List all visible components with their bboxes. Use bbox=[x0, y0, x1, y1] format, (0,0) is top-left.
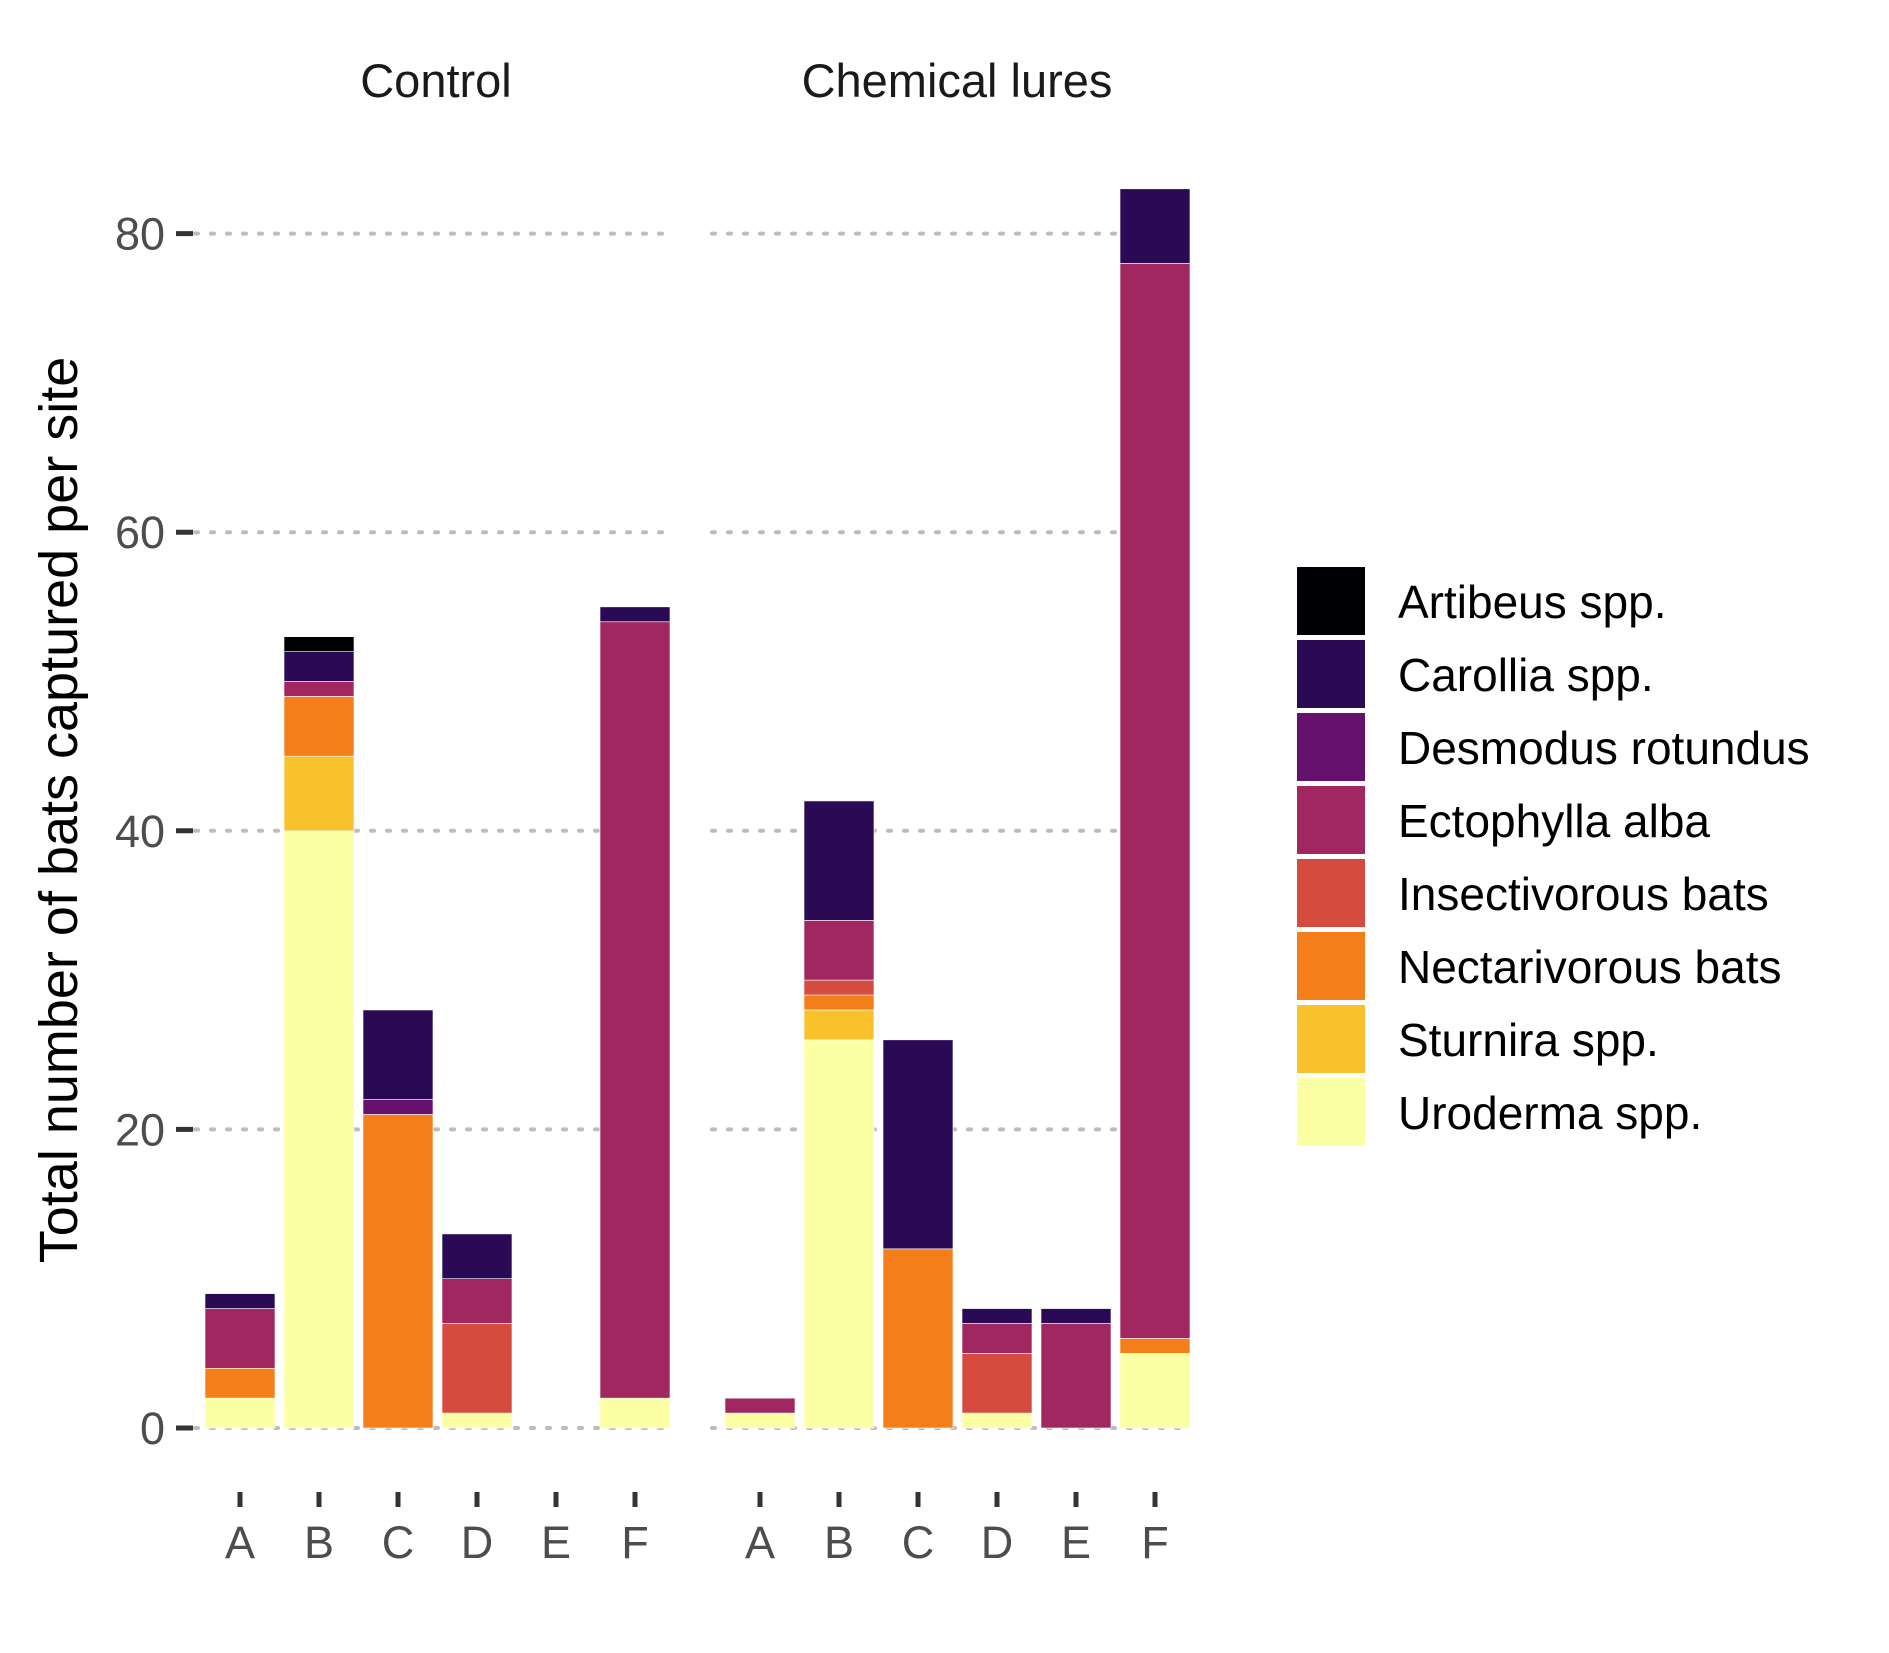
x-tick-label: E bbox=[541, 1517, 571, 1568]
bar-segment bbox=[1040, 1308, 1112, 1324]
bar-segment bbox=[362, 1009, 434, 1100]
bar-segment bbox=[204, 1367, 276, 1399]
bar-segment bbox=[204, 1397, 276, 1429]
legend-swatch bbox=[1295, 857, 1367, 929]
y-axis: 0 20 40 60 80 bbox=[115, 209, 193, 1454]
legend-swatch bbox=[1295, 565, 1367, 637]
bar-segment bbox=[441, 1412, 513, 1429]
x-tick-label: F bbox=[621, 1517, 649, 1568]
bar-segment bbox=[803, 979, 875, 996]
bar-segment bbox=[803, 800, 875, 921]
legend-swatch bbox=[1295, 711, 1367, 783]
bar-segment bbox=[599, 606, 671, 623]
bar-segment bbox=[961, 1323, 1033, 1354]
legend-label: Uroderma spp. bbox=[1398, 1087, 1702, 1139]
bar-segment bbox=[599, 1397, 671, 1429]
bar-segment bbox=[803, 920, 875, 981]
bar-segment bbox=[283, 651, 355, 682]
legend-swatch bbox=[1295, 784, 1367, 856]
bar-segment bbox=[803, 1039, 875, 1429]
legend-label: Nectarivorous bats bbox=[1398, 941, 1782, 993]
bar-segment bbox=[961, 1353, 1033, 1414]
bar-segment bbox=[362, 1099, 434, 1115]
bar-segment bbox=[283, 830, 355, 1429]
y-tick-label: 20 bbox=[115, 1104, 165, 1155]
bar-segment bbox=[599, 621, 671, 1399]
panel-0: Control A B C D E F bbox=[193, 54, 674, 1568]
legend-label: Ectophylla alba bbox=[1398, 795, 1710, 847]
y-tick-label: 0 bbox=[140, 1403, 165, 1454]
x-tick-label: D bbox=[981, 1517, 1014, 1568]
bar-segment bbox=[441, 1278, 513, 1324]
bar-segment bbox=[441, 1233, 513, 1280]
bar-segment bbox=[441, 1323, 513, 1414]
x-tick-label: C bbox=[902, 1517, 935, 1568]
legend-label: Sturnira spp. bbox=[1398, 1014, 1659, 1066]
bar-segment bbox=[204, 1308, 276, 1369]
bar-segment bbox=[1040, 1323, 1112, 1429]
bar-segment bbox=[1119, 1338, 1191, 1354]
bar-segment bbox=[283, 755, 355, 832]
bar-segment bbox=[961, 1308, 1033, 1324]
bar-segment bbox=[283, 696, 355, 757]
bar-segment bbox=[882, 1039, 954, 1250]
bar-segment bbox=[283, 636, 355, 652]
legend-swatch bbox=[1295, 1003, 1367, 1075]
bar-segment bbox=[724, 1397, 796, 1414]
panel-title: Control bbox=[360, 54, 512, 107]
bar-segment bbox=[882, 1248, 954, 1429]
legend: Artibeus spp. Carollia spp. Desmodus rotun… bbox=[1295, 565, 1810, 1148]
panel-1: Chemical lures A B C D E F bbox=[710, 54, 1191, 1568]
legend-label: Desmodus rotundus bbox=[1398, 722, 1810, 774]
x-tick-label: C bbox=[382, 1517, 415, 1568]
x-tick-label: E bbox=[1061, 1517, 1091, 1568]
legend-swatch bbox=[1295, 638, 1367, 710]
bar-segment bbox=[1119, 188, 1191, 264]
bar-segment bbox=[1119, 1353, 1191, 1429]
legend-label: Insectivorous bats bbox=[1398, 868, 1769, 920]
x-tick-label: D bbox=[461, 1517, 494, 1568]
y-tick-label: 60 bbox=[115, 507, 165, 558]
bar-segment bbox=[283, 681, 355, 697]
legend-swatch bbox=[1295, 930, 1367, 1002]
bar-segment bbox=[803, 994, 875, 1011]
y-axis-title: Total number of bats captured per site bbox=[29, 357, 89, 1264]
legend-swatch bbox=[1295, 1076, 1367, 1148]
panel-title: Chemical lures bbox=[802, 54, 1113, 107]
bar-segment bbox=[724, 1412, 796, 1429]
bar-segment bbox=[961, 1412, 1033, 1429]
x-tick-label: F bbox=[1141, 1517, 1169, 1568]
x-tick-label: B bbox=[304, 1517, 334, 1568]
y-tick-label: 80 bbox=[115, 209, 165, 260]
bar-segment bbox=[204, 1293, 276, 1309]
bar-segment bbox=[803, 1009, 875, 1041]
y-tick-label: 40 bbox=[115, 806, 165, 857]
legend-label: Artibeus spp. bbox=[1398, 576, 1666, 628]
bar-segment bbox=[362, 1114, 434, 1429]
x-tick-label: B bbox=[824, 1517, 854, 1568]
x-tick-label: A bbox=[745, 1517, 775, 1568]
legend-label: Carollia spp. bbox=[1398, 649, 1654, 701]
bar-segment bbox=[1119, 263, 1191, 1339]
x-tick-label: A bbox=[225, 1517, 255, 1568]
